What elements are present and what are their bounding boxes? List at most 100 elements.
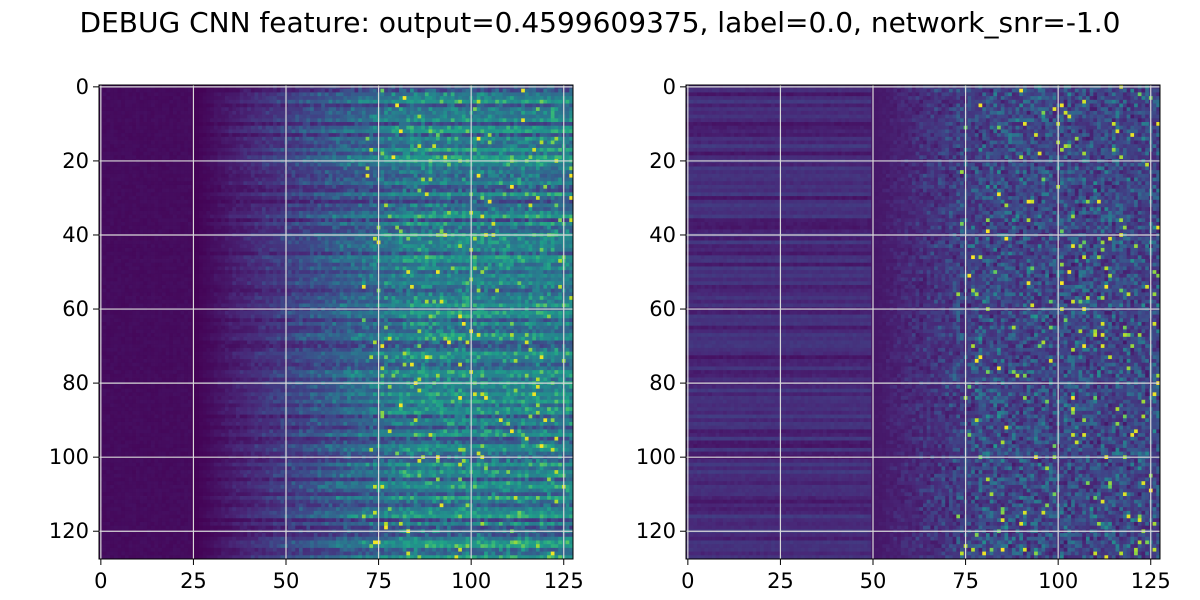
heatmap-cell [528, 92, 533, 97]
heatmap-cell [161, 99, 167, 104]
heatmap-cell [384, 92, 389, 97]
heatmap-cell [369, 88, 374, 93]
heatmap-cell [261, 88, 267, 93]
heatmap-cell [439, 103, 444, 108]
heatmap-cell [361, 96, 367, 101]
heatmap-cell [358, 99, 363, 104]
heatmap-cell [110, 96, 115, 101]
heatmap-cell [428, 99, 433, 104]
heatmap-cell [106, 107, 111, 112]
heatmap-cell [280, 99, 285, 104]
heatmap-cell [361, 107, 367, 112]
heatmap-cell [287, 88, 292, 93]
heatmap-cell [210, 88, 215, 93]
heatmap-cell [313, 96, 318, 101]
heatmap-cell [328, 103, 333, 108]
heatmap-cell [154, 88, 159, 93]
heatmap-cell [443, 107, 448, 112]
heatmap-cell [113, 96, 118, 101]
heatmap-cell [295, 92, 300, 97]
heatmap-cell [410, 88, 415, 93]
heatmap-cell [421, 103, 426, 108]
heatmap-cell [539, 92, 544, 97]
heatmap-cell [269, 103, 274, 108]
heatmap-cell [495, 103, 500, 108]
heatmap-cell [443, 92, 448, 97]
heatmap-cell [491, 88, 496, 93]
heatmap-cell [169, 99, 174, 104]
heatmap-cell [102, 88, 107, 93]
heatmap-cell [150, 103, 155, 108]
heatmap-cell [113, 88, 118, 93]
heatmap-cell [217, 107, 222, 112]
heatmap-cell [176, 92, 181, 97]
heatmap-cell [250, 88, 255, 93]
heatmap-cell [524, 99, 529, 104]
heatmap-cell [310, 88, 315, 93]
heatmap-cell [361, 92, 367, 97]
heatmap-cell [221, 92, 226, 97]
heatmap-cell [465, 107, 470, 112]
heatmap-cell [410, 92, 415, 97]
heatmap-cell [547, 99, 552, 104]
heatmap-cell [302, 103, 307, 108]
heatmap-cell [239, 103, 244, 108]
heatmap-cell [117, 103, 122, 108]
heatmap-cell [161, 103, 167, 108]
heatmap-cell [339, 92, 344, 97]
heatmap-cell [332, 92, 337, 97]
heatmap-cell [487, 88, 492, 93]
heatmap-cell [280, 92, 285, 97]
heatmap-cell [517, 103, 522, 108]
heatmap-cell [232, 88, 237, 93]
heatmap-cell [313, 99, 318, 104]
heatmap-cell [476, 107, 481, 112]
heatmap-cell [202, 103, 207, 108]
heatmap-cell [443, 96, 448, 101]
heatmap-cell [169, 92, 174, 97]
heatmap-cell [121, 103, 126, 108]
heatmap-cell [465, 92, 470, 97]
heatmap-cell [369, 96, 374, 101]
heatmap-cell [324, 99, 329, 104]
heatmap-cell [550, 96, 555, 101]
heatmap-cell [276, 96, 281, 101]
heatmap-cell [458, 92, 463, 97]
heatmap-cell [417, 92, 422, 97]
heatmap-cell [250, 103, 255, 108]
heatmap-cell [387, 99, 392, 104]
heatmap-cell [343, 96, 348, 101]
heatmap-cell [521, 92, 526, 97]
heatmap-cell [569, 96, 574, 101]
heatmap-cell [535, 103, 541, 108]
heatmap-cell [198, 99, 204, 104]
heatmap-cell [213, 96, 218, 101]
heatmap-cell [154, 99, 159, 104]
heatmap-cell [387, 88, 392, 93]
heatmap-cell [461, 88, 467, 93]
heatmap-cell [417, 96, 422, 101]
heatmap-cell [265, 92, 270, 97]
heatmap-cell [250, 107, 255, 112]
heatmap-cell [495, 99, 500, 104]
heatmap-cell [128, 88, 133, 93]
heatmap-cell [413, 96, 418, 101]
heatmap-cell [517, 92, 522, 97]
heatmap-cell [124, 99, 130, 104]
heatmap-cell [158, 96, 163, 101]
heatmap-cell [139, 103, 144, 108]
heatmap-cell [124, 103, 130, 108]
heatmap-cell [132, 96, 137, 101]
heatmap-cell [150, 107, 155, 112]
heatmap-cell [280, 103, 285, 108]
heatmap-cell [276, 103, 281, 108]
heatmap-cell [402, 96, 407, 101]
heatmap-cell [461, 107, 467, 112]
heatmap-cell [232, 96, 237, 101]
heatmap-cell [398, 99, 404, 104]
heatmap-cell [343, 99, 348, 104]
heatmap-cell [302, 99, 307, 104]
heatmap-cell [313, 103, 318, 108]
heatmap-cell [354, 88, 359, 93]
heatmap-cell [461, 103, 467, 108]
